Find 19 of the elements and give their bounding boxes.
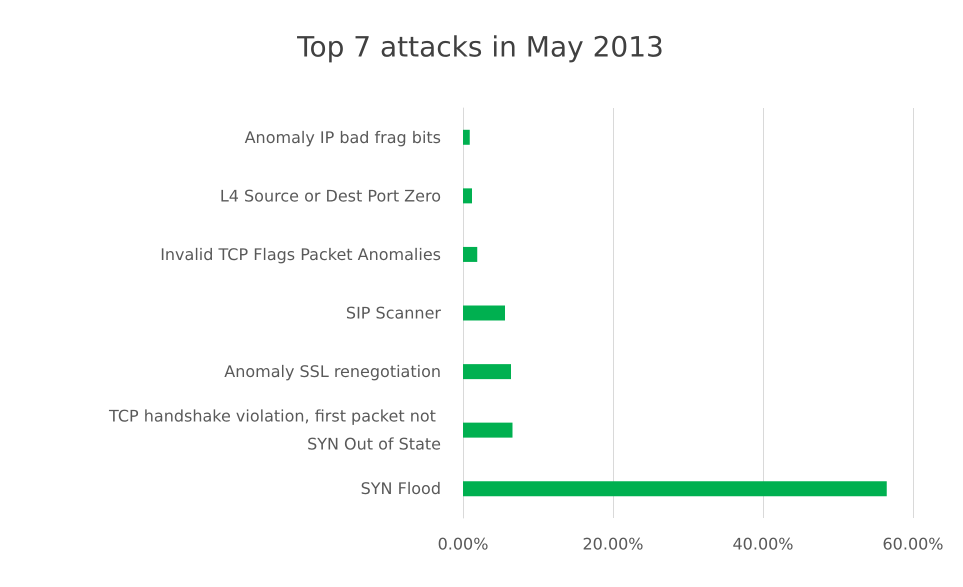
bar (463, 246, 478, 262)
x-tick-label: 0.00% (438, 534, 488, 554)
bar (463, 481, 887, 496)
y-tick-label: L4 Source or Dest Port Zero (220, 186, 441, 206)
bar (463, 130, 470, 145)
bar (463, 306, 505, 320)
y-tick-label: SIP Scanner (346, 304, 442, 322)
y-tick-label: TCP handshake violation, first packet not SYN Out of State (108, 406, 441, 454)
y-tick-label: Invalid TCP Flags Packet Anomalies (160, 244, 441, 264)
x-tick-label: 40.00% (732, 534, 794, 554)
y-tick-label: Anomaly IP bad frag bits (244, 128, 441, 147)
y-tick-label: Anomaly SSL renegotiation (224, 362, 441, 382)
bar (463, 188, 472, 204)
bar (463, 422, 512, 438)
x-tick-label: 20.00% (582, 534, 644, 554)
y-tick-label: SYN Flood (360, 479, 441, 498)
chart-title: Top 7 attacks in May 2013 (296, 30, 664, 64)
x-tick-label: 60.00% (882, 534, 944, 554)
bar (463, 364, 511, 380)
